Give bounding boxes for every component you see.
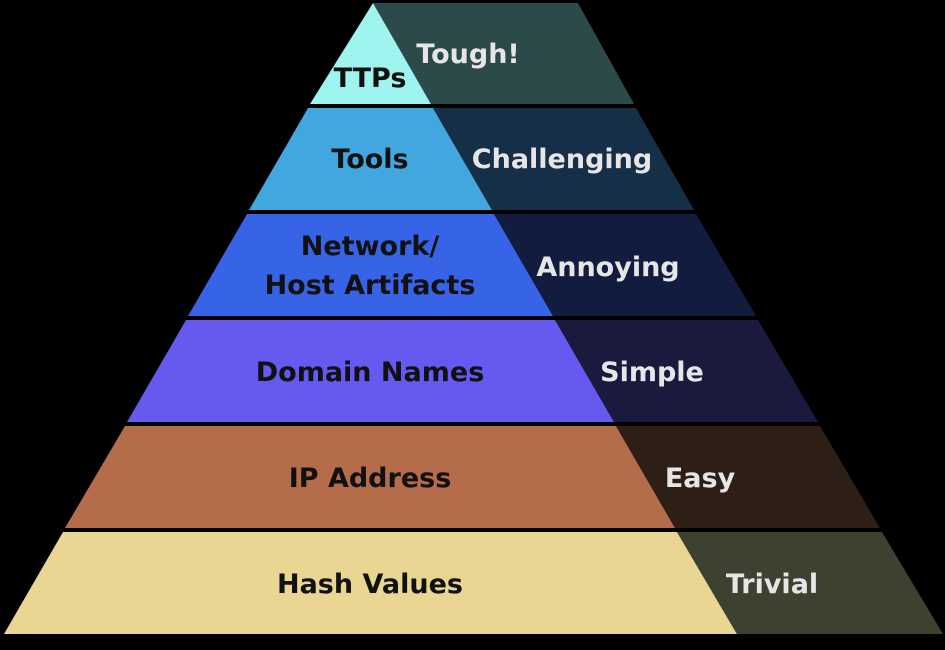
domain-names-left-segment <box>127 320 614 422</box>
challenging-label: Challenging <box>472 144 652 175</box>
network-host-artifacts-left-segment <box>188 214 553 316</box>
annoying-label: Annoying <box>536 252 679 283</box>
tools-label: Tools <box>331 144 408 175</box>
ip-address-left-segment <box>65 426 675 528</box>
network-host-artifacts-right-segment <box>494 214 756 316</box>
network-label: Network/ <box>301 231 440 262</box>
ttps-right-segment <box>373 3 634 104</box>
hash-values-right-segment <box>677 532 943 634</box>
tough-label: Tough! <box>416 39 519 70</box>
host-artifacts-label: Host Artifacts <box>265 270 476 301</box>
simple-label: Simple <box>600 357 704 388</box>
ip-address-label: IP Address <box>289 463 452 494</box>
tools-left-segment <box>249 108 492 210</box>
hash-values-label: Hash Values <box>277 569 463 600</box>
trivial-label: Trivial <box>726 569 818 600</box>
hash-values-left-segment <box>4 532 737 634</box>
ttps-left-segment <box>310 3 431 104</box>
tools-right-segment <box>433 108 694 210</box>
domain-names-right-segment <box>555 320 818 422</box>
easy-label: Easy <box>665 463 736 494</box>
ttps-label: TTPs <box>334 63 407 94</box>
ip-address-right-segment <box>616 426 880 528</box>
domain-names-label: Domain Names <box>256 357 485 388</box>
